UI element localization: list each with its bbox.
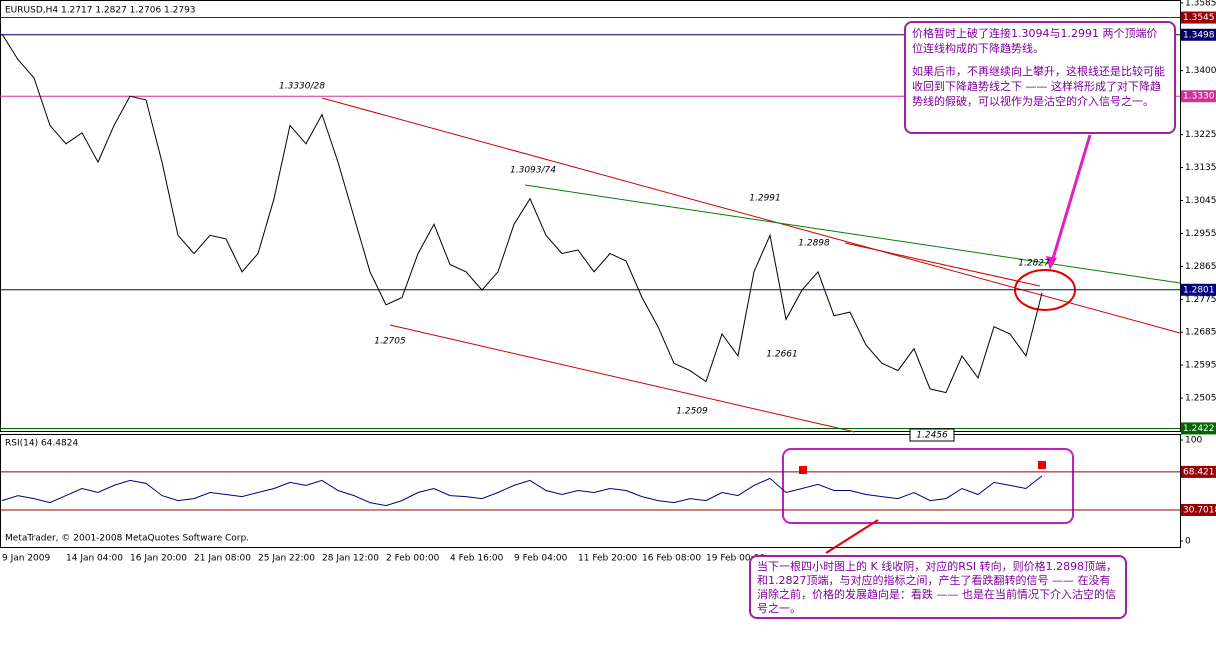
y-tick-label: 100 bbox=[1185, 436, 1202, 446]
x-tick-label: 14 Jan 04:00 bbox=[66, 554, 123, 564]
y-tick-label: 1.3225 bbox=[1185, 130, 1216, 140]
y-tick-label: 1.3585 bbox=[1185, 0, 1216, 8]
rsi-title: RSI(14) 64.4824 bbox=[5, 439, 78, 449]
x-tick-label: 21 Jan 08:00 bbox=[194, 554, 251, 564]
level-tag bbox=[1181, 283, 1216, 296]
x-tick-label: 16 Feb 08:00 bbox=[642, 554, 701, 564]
note: 如果后市，不再继续向上攀升，这根线还是比较可能收回到下降趋势线之下 —— 这样将… bbox=[912, 65, 1165, 108]
trend-line bbox=[524, 184, 1181, 284]
annotation: 1.3093/74 bbox=[510, 166, 556, 176]
rsi-panel bbox=[0, 434, 1181, 548]
x-tick-label: 9 Jan 2009 bbox=[2, 554, 50, 564]
arrow bbox=[825, 519, 879, 554]
trend-lines bbox=[321, 97, 1181, 554]
y-tick-label: 0 bbox=[1185, 537, 1191, 547]
note-box: 当下一根四小时图上的 K 线收阴，对应的RSI 转向，则价格1.2898顶端，和… bbox=[749, 555, 1127, 619]
x-tick-label: 25 Jan 22:00 bbox=[258, 554, 315, 564]
arrow bbox=[1050, 134, 1092, 263]
level-tag bbox=[1181, 503, 1216, 516]
annotation: 1.2661 bbox=[766, 350, 798, 360]
y-tick-label: 1.2685 bbox=[1185, 328, 1216, 338]
level-label: 1.3545 bbox=[1183, 13, 1215, 23]
level-label: 1.2422 bbox=[1183, 424, 1215, 434]
x-tick-label: 28 Jan 12:00 bbox=[322, 554, 379, 564]
arrow-head bbox=[1046, 256, 1057, 270]
y-tick-label: 1.2955 bbox=[1185, 229, 1216, 239]
level-label: 68.4211 bbox=[1183, 467, 1216, 477]
x-tick-label: 2 Feb 00:00 bbox=[386, 554, 440, 564]
x-tick-label: 4 Feb 16:00 bbox=[450, 554, 504, 564]
annotation: 1.3330/28 bbox=[279, 82, 325, 92]
trend-line bbox=[389, 324, 856, 433]
level-label: 30.7018 bbox=[1183, 505, 1216, 515]
series-line bbox=[1, 475, 1043, 507]
note: 当下一根四小时图上的 K 线收阴，对应的RSI 转向，则价格1.2898顶端，和… bbox=[757, 560, 1118, 615]
marker bbox=[1038, 461, 1046, 469]
series-line bbox=[1, 33, 1043, 394]
annotation: 1.2898 bbox=[798, 239, 830, 249]
x-tick-label: 19 Feb 00:00 bbox=[706, 554, 765, 564]
level-label: 1.3498 bbox=[1183, 30, 1215, 40]
y-tick-label: 1.2505 bbox=[1185, 394, 1216, 404]
copyright: MetaTrader, © 2001-2008 MetaQuotes Softw… bbox=[5, 534, 249, 544]
level-tag bbox=[1181, 465, 1216, 478]
level-tag bbox=[1181, 90, 1216, 103]
y-tick-label: 1.2595 bbox=[1185, 361, 1216, 371]
marker bbox=[799, 466, 807, 474]
y-tick-label: 1.3135 bbox=[1185, 163, 1216, 173]
x-tick-label: 9 Feb 04:00 bbox=[514, 554, 568, 564]
x-tick-label: 16 Jan 20:00 bbox=[130, 554, 187, 564]
note: 价格暂时上破了连接1.3094与1.2991 两个顶端价位连线构成的下降趋势线。 bbox=[912, 27, 1158, 55]
level-label: 1.2801 bbox=[1183, 285, 1215, 295]
annotation: 1.2705 bbox=[374, 337, 406, 347]
x-tick-label: 11 Feb 20:00 bbox=[578, 554, 637, 564]
y-tick-label: 1.3400 bbox=[1185, 66, 1216, 76]
note-box: 价格暂时上破了连接1.3094与1.2991 两个顶端价位连线构成的下降趋势线。… bbox=[904, 21, 1176, 134]
annotation: 1.2827 bbox=[1018, 259, 1050, 269]
trend-line bbox=[321, 97, 1181, 334]
level-tag bbox=[1181, 28, 1216, 41]
annotation: 1.2456 bbox=[916, 431, 948, 441]
y-tick-label: 1.2775 bbox=[1185, 295, 1216, 305]
label-bg bbox=[909, 428, 955, 442]
level-label: 1.3330 bbox=[1183, 92, 1215, 102]
rsi-box bbox=[782, 448, 1074, 524]
level-tag bbox=[1181, 11, 1216, 24]
trend-line bbox=[844, 242, 1041, 287]
annotation: 1.2509 bbox=[676, 407, 708, 417]
y-tick-label: 1.2865 bbox=[1185, 262, 1216, 272]
y-tick-label: 1.3045 bbox=[1185, 196, 1216, 206]
chart-title: EURUSD,H4 1.2717 1.2827 1.2706 1.2793 bbox=[5, 6, 196, 16]
annotation: 1.2991 bbox=[749, 194, 781, 204]
level-tag bbox=[1181, 422, 1216, 435]
